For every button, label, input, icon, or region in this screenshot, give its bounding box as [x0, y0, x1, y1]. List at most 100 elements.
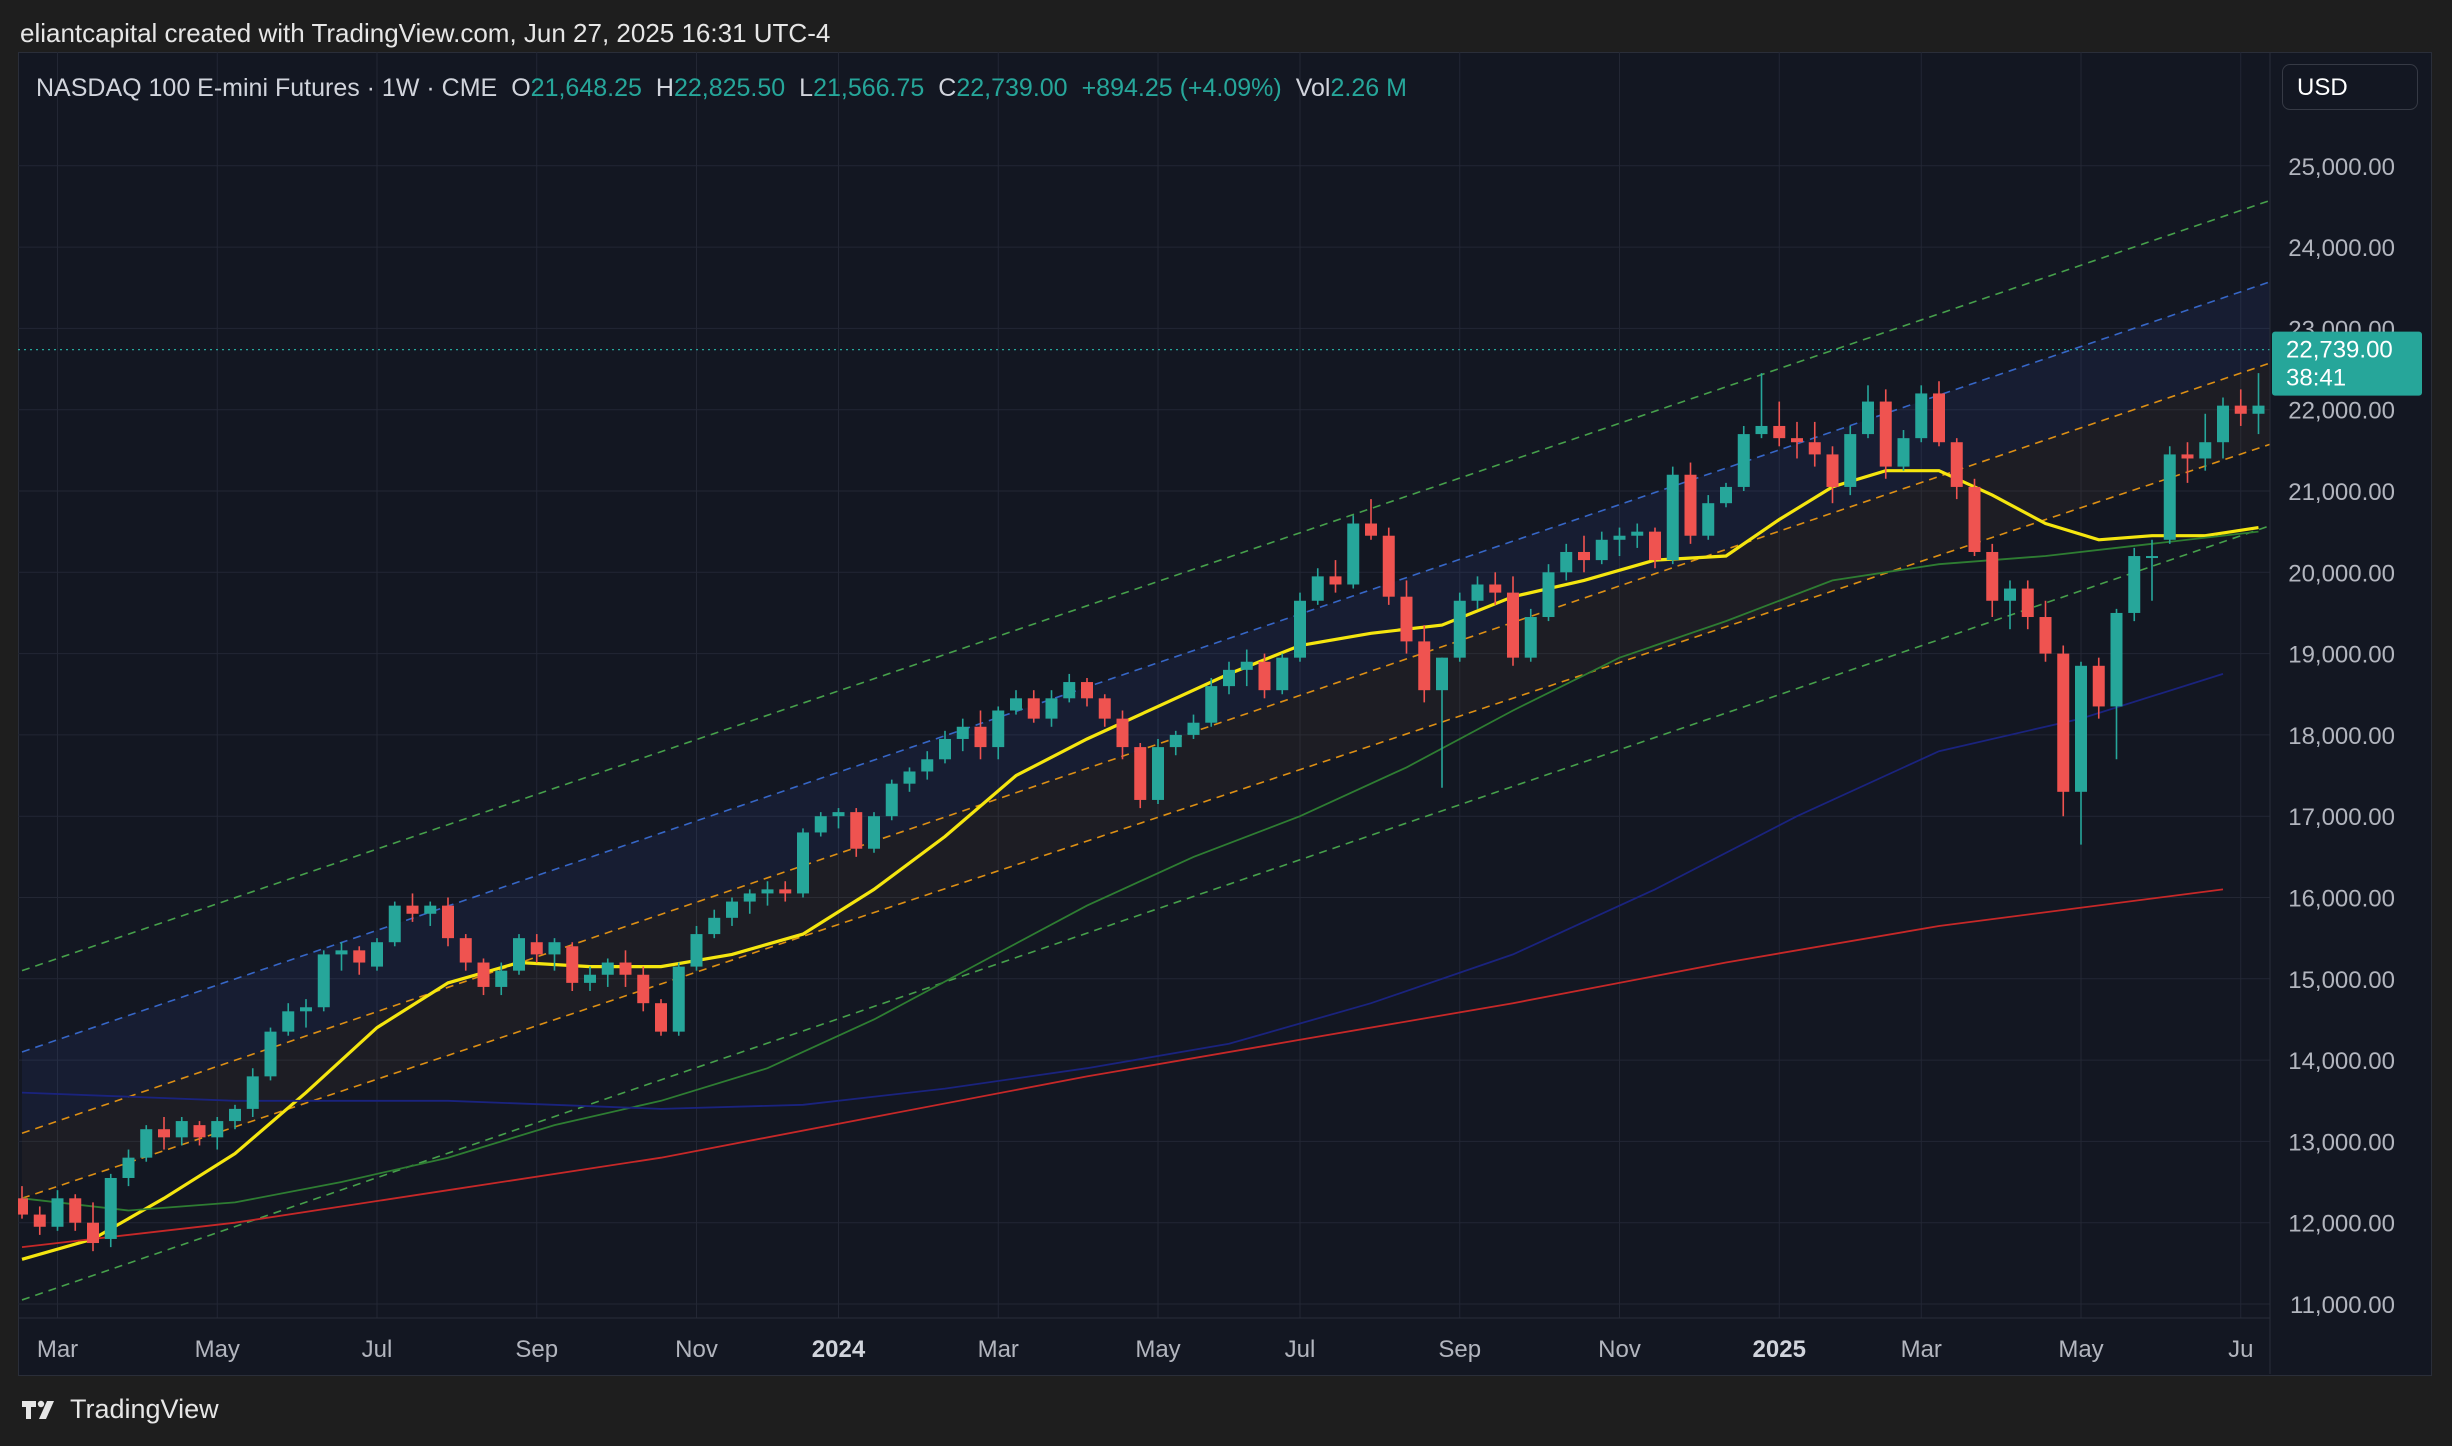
candle-body	[1116, 718, 1129, 748]
x-tick-label: Mar	[978, 1336, 1019, 1363]
candle-body	[193, 1125, 206, 1138]
candle-body	[2110, 612, 2123, 707]
y-tick-label: 21,000.00	[2288, 479, 2395, 506]
candle-body	[2181, 454, 2194, 459]
volume-label: Vol	[1295, 74, 1331, 102]
candle-body	[1702, 503, 1715, 536]
candle-body	[406, 905, 419, 914]
candle-body	[1791, 438, 1803, 443]
channel-line-3	[21, 443, 2270, 1200]
candle-body	[442, 905, 454, 939]
candle-body	[122, 1157, 135, 1178]
x-tick-label: May	[1135, 1336, 1180, 1363]
x-tick-label: May	[2058, 1336, 2103, 1363]
candle-body	[1542, 572, 1555, 618]
candle-body	[1986, 551, 1999, 601]
candle-body	[1826, 454, 1839, 487]
candle-body	[1098, 698, 1111, 719]
close-value: 22,739.00	[956, 74, 1068, 102]
candle-body	[18, 1198, 28, 1215]
y-tick-label: 24,000.00	[2288, 235, 2395, 262]
tradingview-logo-icon	[22, 1400, 54, 1419]
candle-body	[992, 710, 1005, 748]
candle-body	[1365, 523, 1377, 536]
x-tick-label: Jul	[362, 1336, 393, 1363]
candle-body	[2128, 556, 2141, 613]
low-value: 21,566.75	[813, 74, 925, 102]
x-tick-label: 2025	[1753, 1336, 1806, 1363]
high-value: 22,825.50	[673, 74, 786, 102]
candle-body	[69, 1198, 82, 1223]
candle-body	[1169, 734, 1182, 748]
moving-average-2	[21, 673, 2224, 1110]
candle-body	[1382, 535, 1395, 597]
candle-body	[104, 1177, 117, 1239]
candle-body	[939, 738, 951, 760]
candle-body	[566, 946, 579, 983]
moving-average-3	[21, 888, 2224, 1248]
candle-body	[1595, 539, 1608, 561]
candle-body	[2146, 556, 2158, 559]
candle-body	[690, 934, 703, 967]
y-tick-label: 20,000.00	[2288, 560, 2395, 587]
plot-layer	[18, 199, 2282, 1301]
candle-body	[1950, 442, 1963, 487]
candle-body	[459, 938, 472, 963]
candle-body	[548, 942, 561, 955]
close-label: C	[938, 74, 957, 102]
volume-value: 2.26 M	[1330, 74, 1407, 102]
candle-body	[1737, 434, 1750, 487]
y-tick-label: 16,000.00	[2288, 886, 2395, 913]
candle-body	[1862, 401, 1874, 435]
chart-panel[interactable]	[18, 52, 2432, 1376]
candle-body	[885, 783, 898, 817]
candle-body	[2021, 588, 2034, 618]
channel-line-0	[21, 199, 2270, 972]
currency-selector[interactable]: USD	[2282, 64, 2418, 110]
channel-fill-upper	[22, 281, 2270, 1134]
candle-body	[1631, 531, 1644, 536]
candle-body	[282, 1011, 295, 1032]
candle-body	[300, 1007, 312, 1012]
candle-body	[1045, 698, 1058, 719]
candle-body	[1666, 474, 1679, 561]
y-tick-label: 19,000.00	[2288, 642, 2395, 669]
candle-body	[1329, 576, 1342, 585]
candle-body	[2092, 665, 2105, 707]
x-tick-label: Sep	[1438, 1336, 1481, 1363]
candle-body	[158, 1129, 170, 1138]
moving-average-1	[21, 530, 2259, 1212]
candle-body	[1223, 669, 1235, 687]
candle-body	[1844, 434, 1857, 487]
candle-body	[1933, 393, 1945, 443]
candle-body	[1134, 747, 1147, 800]
candle-body	[2252, 405, 2265, 414]
candle-body	[264, 1031, 277, 1077]
candle-body	[974, 726, 987, 748]
candle-body	[495, 970, 508, 987]
chart-attribution: eliantcapital created with TradingView.c…	[20, 18, 831, 48]
candle-body	[2270, 406, 2282, 414]
candle-body	[655, 1003, 667, 1032]
candle-body	[1187, 722, 1200, 735]
candle-body	[1489, 584, 1502, 593]
candle-body	[2234, 405, 2247, 414]
candle-body	[956, 726, 969, 739]
candle-body	[424, 905, 437, 914]
candle-body	[1152, 747, 1164, 800]
x-tick-label: Mar	[37, 1336, 78, 1363]
candle-body	[743, 893, 756, 902]
candle-body	[1258, 661, 1271, 691]
candle-body	[1347, 523, 1360, 585]
candle-body	[1897, 438, 1910, 467]
candle-body	[477, 962, 490, 987]
y-tick-label: 11,000.00	[2290, 1292, 2395, 1319]
high-label: H	[655, 74, 674, 102]
candle-body	[1524, 617, 1537, 658]
candle-body	[51, 1198, 64, 1227]
y-tick-label: 18,000.00	[2288, 723, 2395, 750]
symbol-label[interactable]: NASDAQ 100 E-mini Futures · 1W · CME	[36, 74, 498, 102]
channel-line-2	[21, 362, 2270, 1135]
